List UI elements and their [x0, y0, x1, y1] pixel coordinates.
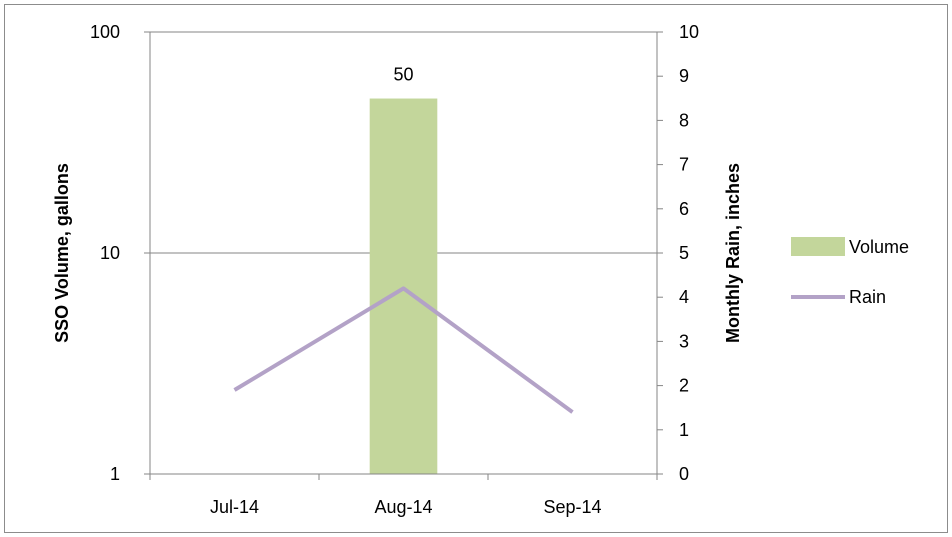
- y2-tick-label: 7: [679, 155, 689, 175]
- bar-data-label: 50: [393, 65, 413, 85]
- x-tick-label: Aug-14: [374, 497, 432, 517]
- y2-tick-label: 0: [679, 464, 689, 484]
- y-axis-title: SSO Volume, gallons: [52, 163, 72, 343]
- x-tick-label: Jul-14: [210, 497, 259, 517]
- bar-aug-14: [369, 98, 438, 475]
- y2-tick-label: 5: [679, 243, 689, 263]
- y2-tick-label: 8: [679, 110, 689, 130]
- y2-tick-label: 9: [679, 66, 689, 86]
- volume-bars: [369, 98, 438, 475]
- y2-tick-label: 3: [679, 331, 689, 351]
- legend: Volume Rain: [791, 237, 909, 307]
- y2-tick-label: 6: [679, 199, 689, 219]
- legend-swatch-volume: [791, 237, 845, 256]
- legend-label-volume: Volume: [849, 237, 909, 257]
- legend-label-rain: Rain: [849, 287, 886, 307]
- y-tick-label: 10: [100, 243, 120, 263]
- rain-line: [233, 286, 574, 414]
- y2-tick-label: 10: [679, 22, 699, 42]
- axes: [144, 31, 663, 480]
- y-tick-label: 100: [90, 22, 120, 42]
- y2-tick-label: 2: [679, 376, 689, 396]
- chart-frame: [4, 4, 948, 533]
- y2-axis-title: Monthly Rain, inches: [723, 163, 743, 343]
- x-tick-label: Sep-14: [543, 497, 601, 517]
- y2-tick-label: 1: [679, 420, 689, 440]
- y2-tick-label: 4: [679, 287, 689, 307]
- labels: 1 10 100 50 Jul-14 Aug-14 Sep-14 0 1 2 3 4 5 6 7 8 9 10: [90, 22, 699, 517]
- y-tick-label: 1: [110, 464, 120, 484]
